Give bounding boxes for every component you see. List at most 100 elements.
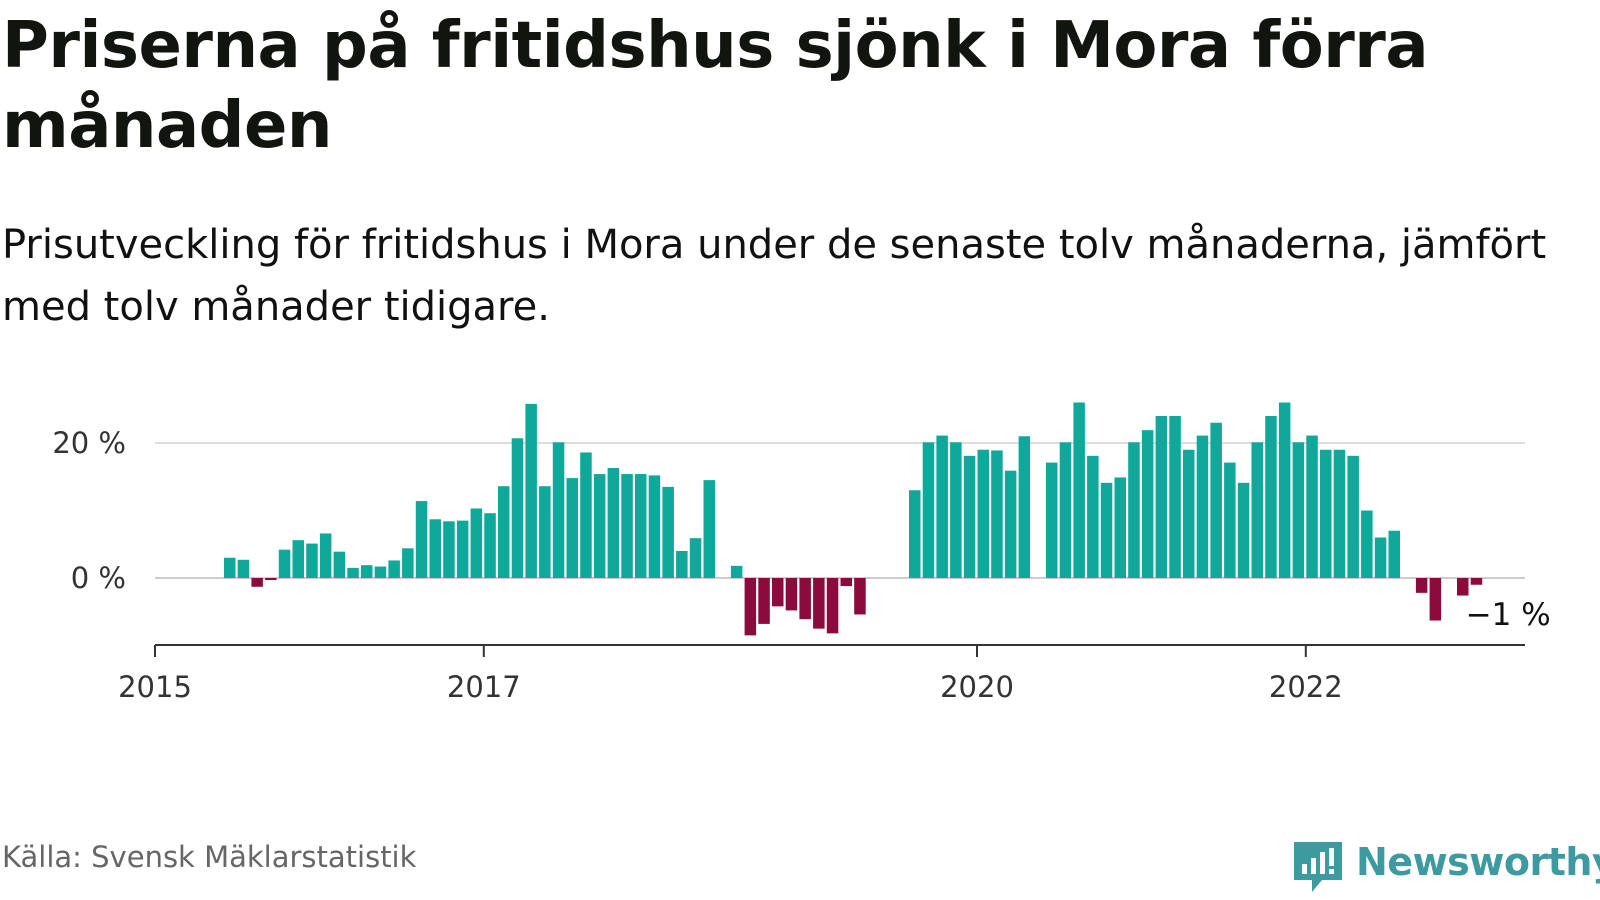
bar xyxy=(1457,578,1469,596)
bar xyxy=(1155,416,1168,578)
bar xyxy=(402,548,414,578)
bar xyxy=(580,452,592,578)
x-tick-label: 2015 xyxy=(118,670,192,704)
bar xyxy=(1251,442,1263,578)
x-axis: 2015 2017 2020 2022 xyxy=(118,644,1525,704)
bar xyxy=(1059,442,1072,578)
bar xyxy=(635,474,647,578)
gridlines xyxy=(155,442,1525,579)
bar xyxy=(758,578,770,624)
bar xyxy=(1292,442,1305,578)
bar xyxy=(1100,482,1113,578)
bar xyxy=(306,543,318,578)
chart-bubble-icon xyxy=(1294,842,1342,892)
bar xyxy=(1128,442,1140,578)
bar xyxy=(1087,455,1099,578)
bar xyxy=(333,551,346,578)
bar xyxy=(1374,537,1387,578)
bar xyxy=(443,521,455,578)
bar xyxy=(799,578,811,620)
chart-subtitle: Prisutveckling för fritidshus i Mora und… xyxy=(2,222,1547,330)
bar xyxy=(1018,436,1031,578)
bar xyxy=(1470,578,1483,585)
bar xyxy=(963,455,976,578)
x-tick-label: 2020 xyxy=(940,670,1014,704)
bar xyxy=(1004,470,1017,578)
bar xyxy=(292,540,304,578)
bar xyxy=(319,533,332,578)
bar xyxy=(648,475,661,578)
bar xyxy=(470,508,483,578)
bar xyxy=(1347,455,1359,578)
bar xyxy=(1046,462,1058,578)
bar xyxy=(552,442,565,578)
bar xyxy=(1210,422,1222,578)
y-axis-labels: 0 % 20 % xyxy=(52,426,126,595)
bar xyxy=(744,578,757,636)
bar xyxy=(936,435,948,578)
bar xyxy=(909,490,921,578)
bar xyxy=(1388,530,1400,578)
bar xyxy=(1183,449,1195,578)
bar xyxy=(703,480,715,578)
last-value-label: −1 % xyxy=(1466,597,1551,633)
bar xyxy=(813,578,825,629)
bar xyxy=(224,557,236,578)
bar xyxy=(1361,510,1373,578)
bar xyxy=(1169,416,1181,578)
bar xyxy=(607,467,620,578)
bar xyxy=(1333,449,1346,578)
bar xyxy=(772,578,784,607)
bar xyxy=(621,474,633,578)
bar xyxy=(484,513,496,578)
bar xyxy=(785,578,798,611)
bar-chart: 0 % 20 % 2015 2017 2020 2022 −1 % xyxy=(52,402,1554,704)
bar xyxy=(1237,482,1250,578)
annotations: −1 % xyxy=(1463,594,1554,636)
bar xyxy=(689,538,702,578)
bar xyxy=(415,501,428,578)
bar xyxy=(511,438,524,578)
bar xyxy=(525,403,537,578)
bar xyxy=(977,449,989,578)
bar xyxy=(374,566,387,578)
bar xyxy=(1073,402,1085,578)
bar xyxy=(251,578,263,587)
bar xyxy=(1429,578,1442,621)
x-tick-label: 2017 xyxy=(447,670,521,704)
y-tick-label: 20 % xyxy=(52,426,126,460)
bar xyxy=(1141,430,1154,578)
chart-title: Priserna på fritidshus sjönk i Mora förr… xyxy=(2,9,1429,163)
bar xyxy=(922,442,935,578)
bars xyxy=(224,402,1483,636)
bar xyxy=(539,486,551,578)
bar xyxy=(1320,449,1332,578)
bar xyxy=(361,565,373,578)
bar xyxy=(1415,578,1428,593)
bar xyxy=(662,486,674,578)
bar xyxy=(429,519,441,578)
source-note: Källa: Svensk Mäklarstatistik xyxy=(2,840,417,874)
bar xyxy=(730,565,743,578)
bar xyxy=(388,560,400,578)
bar xyxy=(566,478,578,578)
bar xyxy=(826,578,839,634)
bar xyxy=(265,578,277,581)
bar xyxy=(1114,477,1126,578)
bar xyxy=(1306,435,1318,578)
bar xyxy=(237,559,250,578)
x-tick-label: 2022 xyxy=(1269,670,1343,704)
bar xyxy=(1278,402,1291,578)
bar xyxy=(854,578,866,615)
bar xyxy=(278,549,291,578)
bar xyxy=(840,578,852,587)
brand-name: Newsworthy xyxy=(1356,840,1600,884)
bar xyxy=(498,486,510,578)
bar xyxy=(1265,416,1277,578)
bar xyxy=(950,442,962,578)
bar xyxy=(593,474,606,578)
bar xyxy=(1196,435,1209,578)
bar xyxy=(456,520,469,578)
bar xyxy=(347,567,359,578)
bar xyxy=(991,450,1003,578)
